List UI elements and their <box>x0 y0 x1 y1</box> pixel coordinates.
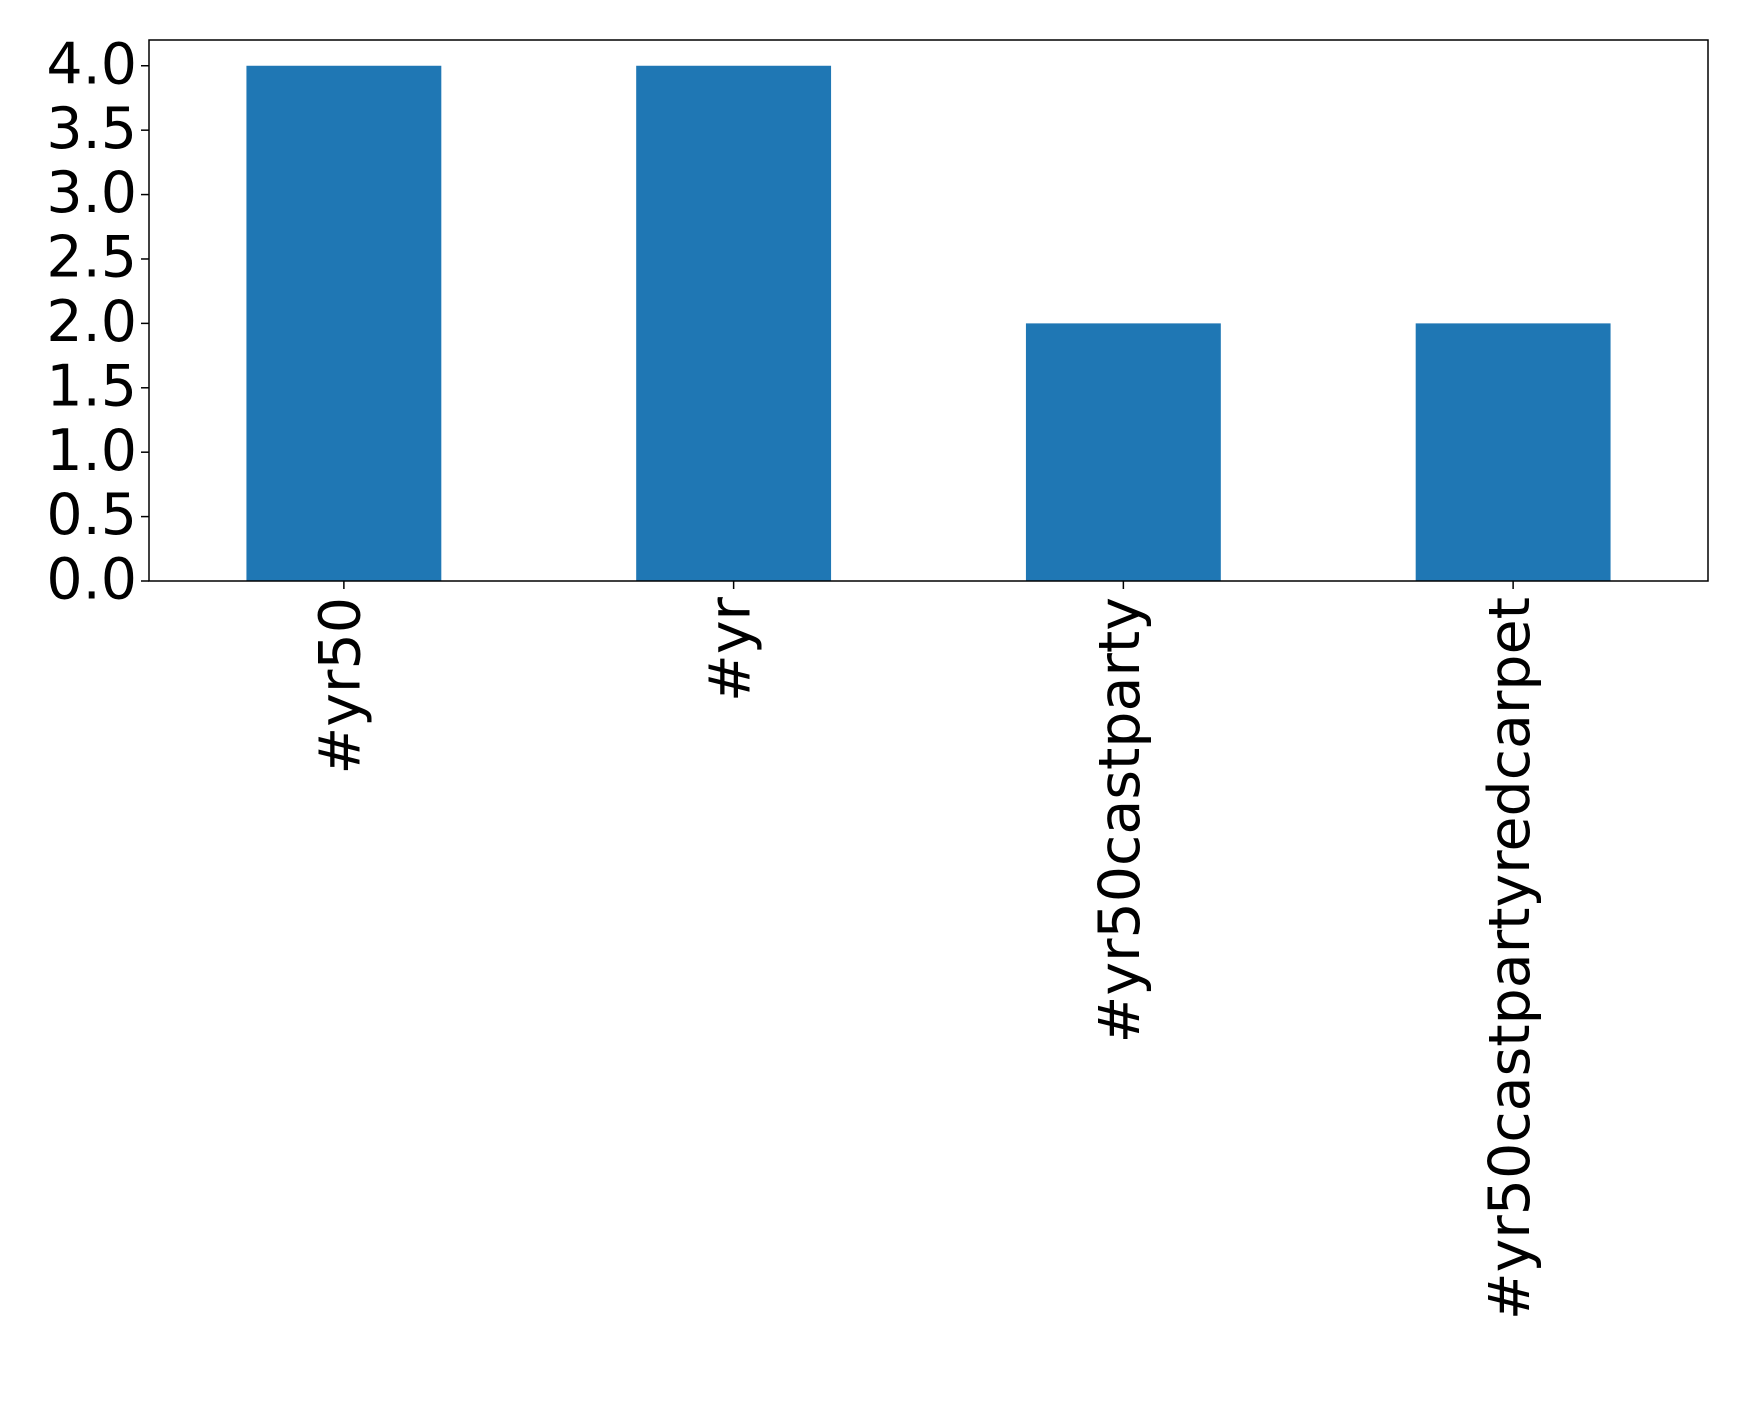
x-tick-label: #yr <box>697 596 763 701</box>
plot-frame <box>148 39 1709 582</box>
y-tick-label: 3.0 <box>46 160 137 226</box>
x-tick-label: #yr50 <box>308 597 374 774</box>
y-tick-label: 2.0 <box>46 289 137 355</box>
bar <box>1415 323 1611 581</box>
x-tick-label: #yr50castpartyredcarpet <box>1477 597 1543 1320</box>
bar <box>636 65 832 581</box>
y-tick-label: 0.5 <box>46 482 137 548</box>
y-tick-label: 3.5 <box>46 96 137 162</box>
y-tick-label: 0.0 <box>46 547 137 613</box>
y-tick-label: 4.0 <box>46 31 137 97</box>
x-tick-label: #yr50castparty <box>1087 597 1153 1043</box>
y-tick-label: 1.0 <box>46 418 137 484</box>
bar <box>246 65 442 581</box>
y-tick-label: 2.5 <box>46 225 137 291</box>
y-tick-label: 1.5 <box>46 353 137 419</box>
bar <box>1025 323 1221 581</box>
